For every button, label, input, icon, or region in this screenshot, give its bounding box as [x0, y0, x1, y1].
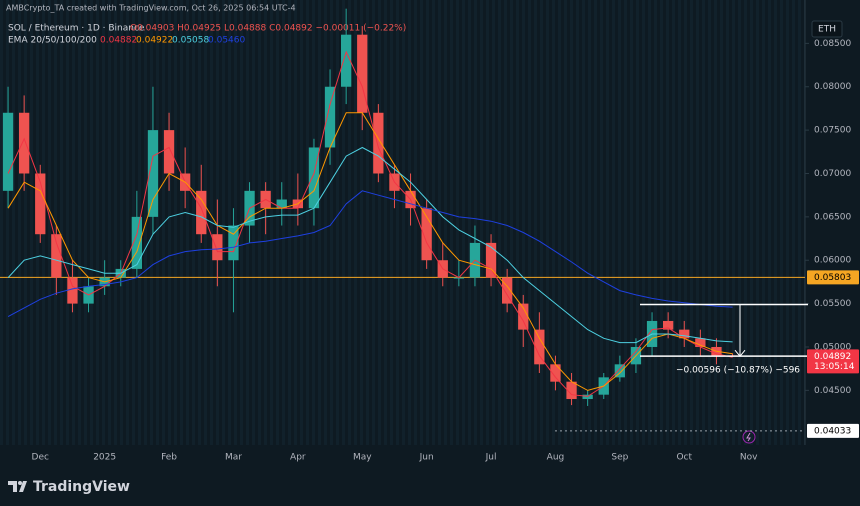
y-tick-label: 0.05000: [814, 342, 851, 352]
low-label: 0.04033: [814, 426, 851, 436]
candle-body: [340, 34, 352, 87]
level-label: 0.05803: [814, 273, 851, 283]
x-tick-label: Jun: [419, 453, 434, 463]
last-price-badge: [807, 349, 859, 374]
candle-body: [324, 86, 336, 148]
ema-legend-value: 0.05058: [172, 36, 209, 46]
x-tick-label: Dec: [32, 453, 49, 463]
plot-area: [0, 0, 805, 445]
candle-body: [357, 34, 368, 113]
candle-body: [550, 364, 561, 382]
candle-body: [163, 130, 175, 174]
candle-body: [485, 242, 497, 278]
logo-icon: [8, 481, 27, 492]
y-tick-label: 0.08000: [814, 82, 851, 92]
logo-text: TradingView: [33, 479, 130, 495]
credit: AMBCrypto_TA created with TradingView.co…: [6, 4, 296, 13]
indicator: EMA 20/50/100/200: [8, 36, 97, 46]
x-tick-label: Nov: [740, 453, 758, 463]
candle-body: [308, 147, 320, 209]
candle-body: [276, 199, 287, 209]
last-price: 0.04892: [814, 352, 851, 362]
y-tick-label: 0.06000: [814, 256, 851, 266]
candle-body: [35, 173, 46, 235]
x-tick-label: Aug: [547, 453, 565, 463]
candle-body: [662, 320, 674, 330]
y-tick-label: 0.05500: [814, 299, 851, 309]
level-label-badge: [807, 270, 859, 285]
ema-line: [7, 146, 733, 344]
candle-body: [131, 216, 143, 269]
logo: [8, 481, 27, 492]
candle-body: [18, 112, 30, 174]
candle-body: [67, 277, 78, 304]
event-icon-bolt: [746, 432, 751, 442]
candle-body: [212, 234, 223, 261]
ema-legend-value: 0.04882: [100, 36, 137, 46]
x-tick-label: 2025: [93, 453, 116, 463]
countdown: 13:05:14: [814, 362, 855, 372]
ema-line: [7, 50, 733, 397]
measure-label: −0.00596 (−10.87%) −596: [676, 366, 800, 376]
candle-body: [566, 381, 577, 400]
measure-arrowhead: [734, 349, 746, 357]
candle-body: [147, 130, 159, 217]
x-tick-label: May: [353, 453, 372, 463]
candle-body: [679, 329, 690, 339]
currency-badge[interactable]: [811, 20, 843, 38]
candle-body: [614, 364, 626, 378]
candle-body: [695, 338, 706, 347]
x-tick-label: Feb: [161, 453, 177, 463]
y-tick-label: 0.07500: [814, 126, 851, 136]
candle-body: [228, 225, 239, 261]
y-tick-label: 0.08500: [814, 39, 851, 49]
x-tick-label: Mar: [225, 453, 242, 463]
ema-line: [7, 112, 733, 391]
low-label-badge: [807, 423, 859, 438]
y-tick-label: 0.07000: [814, 169, 851, 179]
symbol: SOL / Ethereum · 1D · Binance: [8, 24, 145, 34]
x-tick-label: Oct: [676, 453, 692, 463]
event-icon[interactable]: [742, 430, 756, 444]
x-tick-label: Sep: [611, 453, 628, 463]
candle-body: [196, 190, 207, 235]
logo-dot: [18, 481, 22, 485]
candle-body: [2, 112, 14, 191]
candle-body: [501, 277, 513, 304]
ohlc: O0.04903 H0.04925 L0.04888 C0.04892 −0.0…: [130, 24, 406, 34]
candle-body: [534, 329, 545, 365]
x-tick-label: Jul: [485, 453, 497, 463]
ema-legend-value: 0.05460: [208, 36, 245, 46]
candle-body: [518, 303, 529, 330]
y-tick-label: 0.04500: [814, 386, 851, 396]
candle-body: [421, 208, 432, 261]
ema-line: [7, 190, 733, 318]
x-tick-label: Apr: [290, 453, 306, 463]
y-tick-label: 0.06500: [814, 212, 851, 222]
candle-body: [373, 112, 384, 174]
currency[interactable]: ETH: [818, 25, 836, 35]
candle-body: [51, 234, 62, 278]
ema-legend-value: 0.04922: [136, 36, 173, 46]
